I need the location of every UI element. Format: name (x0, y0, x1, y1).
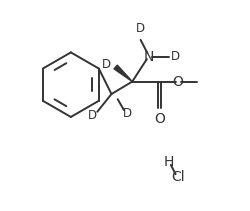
Text: D: D (136, 22, 145, 35)
Text: D: D (88, 110, 97, 122)
Text: H: H (164, 155, 174, 169)
Text: D: D (102, 58, 112, 71)
Text: D: D (171, 50, 180, 63)
Text: O: O (173, 74, 184, 89)
Text: Cl: Cl (171, 170, 185, 184)
Polygon shape (114, 65, 132, 82)
Text: N: N (144, 50, 154, 64)
Text: D: D (122, 107, 132, 120)
Text: O: O (154, 112, 165, 126)
